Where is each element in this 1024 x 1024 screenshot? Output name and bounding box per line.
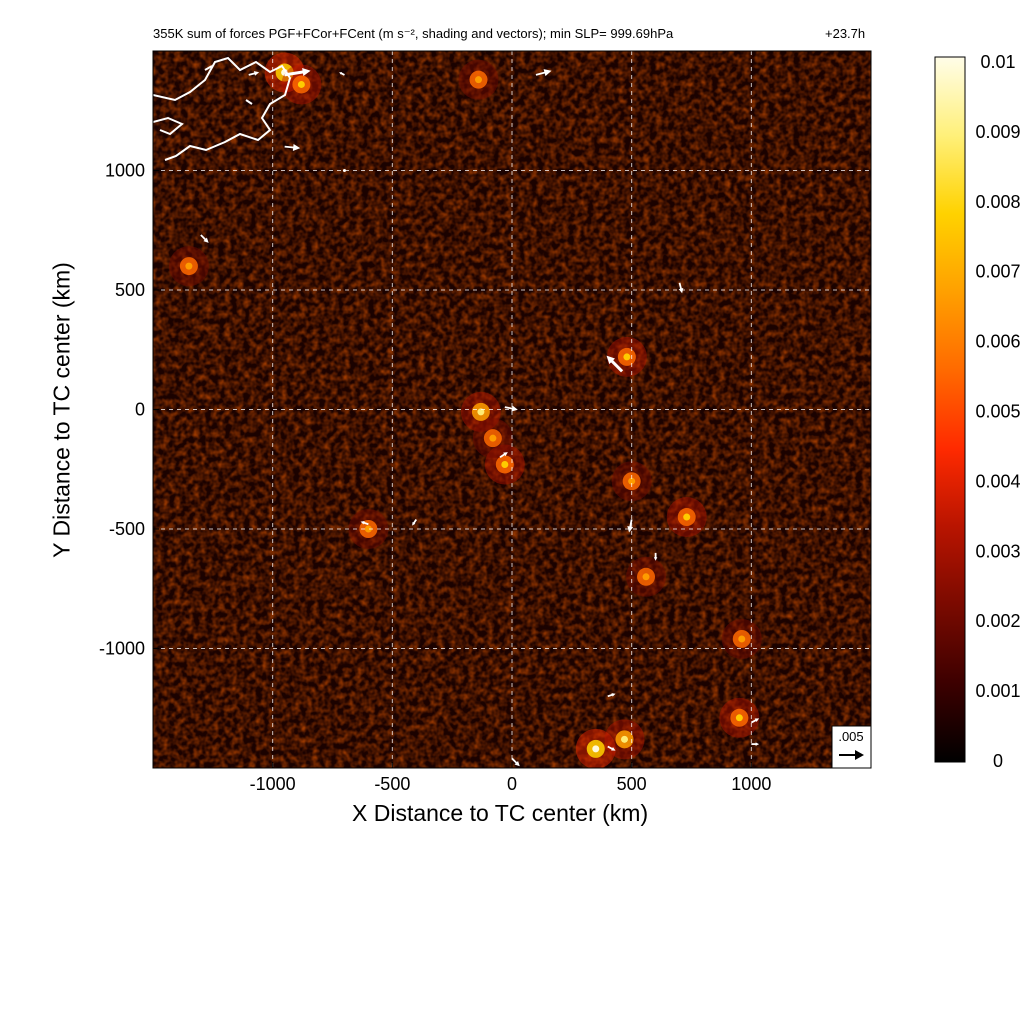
colorbar-tick-label: 0.002 [975, 611, 1020, 631]
hotspot [168, 246, 209, 287]
force-vector [284, 143, 301, 151]
y-tick-label: -500 [109, 519, 145, 539]
hotspot-layer [168, 52, 762, 768]
y-tick-label: 1000 [105, 161, 145, 181]
colorbar-gradient [934, 56, 966, 763]
colorbar-tick-label: 0.006 [975, 332, 1020, 352]
force-vector [499, 452, 508, 459]
colorbar-ticks: 0.01 0.009 0.008 0.007 0.006 0.005 0.004 0.003 0… [975, 52, 1020, 771]
hotspot [604, 719, 645, 760]
hotspot [458, 59, 499, 100]
hotspot [460, 391, 501, 432]
colorbar-tick-label: 0.005 [975, 402, 1020, 422]
x-tick-label: -500 [374, 774, 410, 794]
force-vector [511, 757, 520, 767]
vector-layer [200, 68, 760, 767]
force-vector [200, 234, 209, 243]
force-vector [678, 282, 684, 294]
x-axis-ticks: -1000 -500 0 500 1000 [250, 762, 771, 794]
plot-title: 355K sum of forces PGF+FCor+FCent (m s⁻²… [153, 26, 674, 41]
colorbar-tick-label: 0.004 [975, 471, 1020, 491]
y-tick-label: -1000 [99, 639, 145, 659]
force-vector [627, 519, 634, 533]
force-vector [360, 521, 369, 526]
reference-vector-arrow [839, 750, 864, 760]
hotspot [721, 618, 762, 659]
y-tick-label: 0 [135, 400, 145, 420]
hotspot [575, 728, 616, 768]
hotspot [719, 697, 760, 738]
x-tick-label: 500 [617, 774, 647, 794]
x-tick-label: -1000 [250, 774, 296, 794]
x-tick-label: 1000 [731, 774, 771, 794]
colorbar-tick-label: 0 [993, 751, 1003, 771]
y-axis-label: Y Distance to TC center (km) [48, 262, 75, 558]
colorbar-tick-label: 0.003 [975, 541, 1020, 561]
y-axis-ticks: -1000 -500 0 500 1000 [99, 161, 159, 659]
colorbar-tick-label: 0.008 [975, 192, 1020, 212]
reference-vector-frame [831, 725, 872, 769]
forecast-time: +23.7h [825, 26, 866, 41]
colorbar-tick-label: 0.009 [975, 122, 1020, 142]
force-vector [607, 693, 616, 698]
force-vector [339, 72, 345, 76]
force-vector [248, 71, 260, 76]
force-vector [504, 405, 518, 412]
coastline-path [153, 56, 292, 161]
hotspot [606, 336, 647, 377]
force-vector [751, 742, 760, 746]
hotspot [666, 497, 707, 538]
colorbar-tick-label: 0.001 [975, 681, 1020, 701]
y-tick-label: 500 [115, 280, 145, 300]
force-vector [653, 552, 658, 561]
force-vector [412, 518, 418, 526]
force-vector [342, 169, 346, 172]
force-vector [284, 68, 311, 77]
reference-vector-label: .005 [838, 729, 863, 744]
hotspot [348, 509, 389, 549]
hotspot [626, 556, 667, 597]
force-vector [535, 69, 552, 77]
force-vector [750, 718, 760, 724]
hotspot [611, 461, 652, 502]
coastline [153, 56, 292, 161]
colorbar: 0.01 0.009 0.008 0.007 0.006 0.005 0.004 0.003 0… [934, 52, 1021, 771]
x-tick-label: 0 [507, 774, 517, 794]
hotspot [484, 444, 525, 485]
colorbar-tick-label: 0.01 [980, 52, 1015, 72]
x-axis-label: X Distance to TC center (km) [352, 800, 649, 826]
force-vector [606, 355, 624, 373]
force-vector [607, 745, 616, 751]
hotspot [472, 418, 513, 459]
colorbar-tick-label: 0.007 [975, 262, 1020, 282]
reference-vector-box: .005 [831, 725, 872, 769]
